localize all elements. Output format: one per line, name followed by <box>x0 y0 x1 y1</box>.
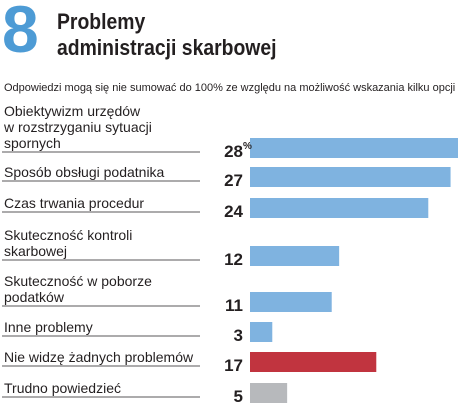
value-label: 17 <box>224 356 243 375</box>
bar <box>250 352 377 372</box>
bar <box>250 246 340 266</box>
chart-subtitle: Odpowiedzi mogą się nie sumować do 100% … <box>4 82 456 94</box>
category-label: skarbowej <box>4 243 67 259</box>
chart-title-line-2: administracji skarbowej <box>57 35 277 60</box>
bar <box>250 138 458 158</box>
chart-title-line-1: Problemy <box>57 9 146 34</box>
bar <box>250 322 273 342</box>
figure-number: 8 <box>2 0 39 66</box>
category-label: Skuteczność w poborze <box>4 273 152 289</box>
value-label: 5 <box>234 387 243 406</box>
category-label: Sposób obsługi podatnika <box>4 164 165 180</box>
bar <box>250 383 288 403</box>
value-label: 3 <box>234 326 243 345</box>
bar <box>250 198 429 218</box>
category-label: w rozstrzyganiu sytuacji <box>3 119 152 135</box>
value-label: 27 <box>224 171 243 190</box>
value-label: 11 <box>225 296 243 315</box>
bar <box>250 167 451 187</box>
percent-sign: % <box>243 141 252 152</box>
category-label: Czas trwania procedur <box>4 195 144 211</box>
category-label: Trudno powiedzieć <box>4 380 121 396</box>
chart-title: Problemy administracji skarbowej <box>57 9 277 61</box>
category-label: spornych <box>4 135 61 151</box>
category-label: podatków <box>4 289 65 305</box>
value-label: 24 <box>224 202 243 221</box>
bar <box>250 292 332 312</box>
value-label: 12 <box>224 250 243 269</box>
category-label: Inne problemy <box>4 319 93 335</box>
category-label: Skuteczność kontroli <box>4 227 132 243</box>
value-label: 28 <box>224 142 243 161</box>
category-label: Nie widzę żadnych problemów <box>4 349 194 365</box>
category-label: Obiektywizm urzędów <box>4 103 141 119</box>
